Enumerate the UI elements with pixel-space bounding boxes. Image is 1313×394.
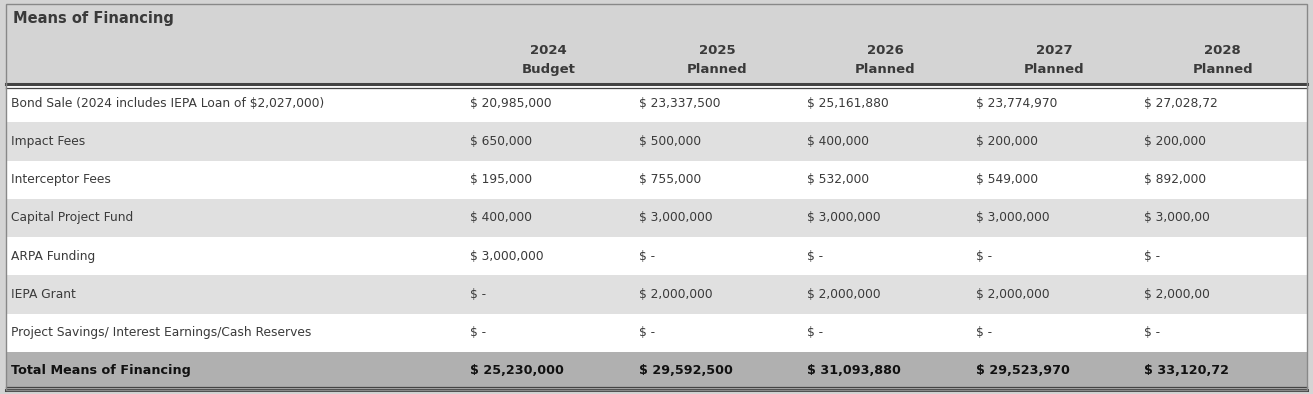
Text: $ -: $ - [807,250,823,263]
Text: $ 400,000: $ 400,000 [470,211,532,224]
Text: Planned: Planned [1024,63,1085,76]
Text: $ 549,000: $ 549,000 [976,173,1037,186]
Text: Project Savings/ Interest Earnings/Cash Reserves: Project Savings/ Interest Earnings/Cash … [11,326,311,339]
Text: $ -: $ - [638,326,655,339]
Text: $ 532,000: $ 532,000 [807,173,869,186]
Text: $ 755,000: $ 755,000 [638,173,701,186]
Text: Planned: Planned [855,63,915,76]
Text: $ 25,161,880: $ 25,161,880 [807,97,889,110]
Bar [7,84,1306,122]
Text: $ 400,000: $ 400,000 [807,135,869,148]
Text: $ -: $ - [807,326,823,339]
Text: $ -: $ - [1145,326,1161,339]
Bar [7,4,1306,32]
Text: $ 20,985,000: $ 20,985,000 [470,97,551,110]
Bar [7,352,1306,390]
Text: $ 2,000,000: $ 2,000,000 [638,288,712,301]
Text: Impact Fees: Impact Fees [11,135,85,148]
Bar [7,275,1306,314]
Text: $ 200,000: $ 200,000 [1145,135,1207,148]
Bar [7,237,1306,275]
Text: $ -: $ - [470,326,486,339]
Text: $ 25,230,000: $ 25,230,000 [470,364,563,377]
Text: 2026: 2026 [867,44,903,57]
Text: $ 33,120,72: $ 33,120,72 [1145,364,1229,377]
Bar [7,314,1306,352]
Text: $ 2,000,00: $ 2,000,00 [1145,288,1211,301]
Text: $ 2,000,000: $ 2,000,000 [807,288,881,301]
Text: $ -: $ - [976,250,991,263]
Text: $ -: $ - [976,326,991,339]
Text: $ 3,000,000: $ 3,000,000 [470,250,544,263]
Text: Bond Sale (2024 includes IEPA Loan of $2,027,000): Bond Sale (2024 includes IEPA Loan of $2… [11,97,324,110]
Text: $ 31,093,880: $ 31,093,880 [807,364,901,377]
Text: 2028: 2028 [1204,44,1241,57]
Text: Capital Project Fund: Capital Project Fund [11,211,133,224]
Text: ARPA Funding: ARPA Funding [11,250,96,263]
Text: $ 2,000,000: $ 2,000,000 [976,288,1049,301]
Text: 2027: 2027 [1036,44,1073,57]
Text: $ 23,337,500: $ 23,337,500 [638,97,720,110]
Text: $ 500,000: $ 500,000 [638,135,701,148]
Text: $ -: $ - [1145,250,1161,263]
Text: $ 195,000: $ 195,000 [470,173,532,186]
Text: $ 23,774,970: $ 23,774,970 [976,97,1057,110]
Text: $ 200,000: $ 200,000 [976,135,1037,148]
Text: $ 3,000,000: $ 3,000,000 [807,211,881,224]
Text: $ 3,000,00: $ 3,000,00 [1145,211,1211,224]
Bar [7,199,1306,237]
Text: $ 892,000: $ 892,000 [1145,173,1207,186]
Bar [7,122,1306,160]
Text: 2024: 2024 [530,44,567,57]
Text: Budget: Budget [521,63,575,76]
Text: $ 650,000: $ 650,000 [470,135,532,148]
Text: Total Means of Financing: Total Means of Financing [11,364,190,377]
Bar [7,160,1306,199]
Text: IEPA Grant: IEPA Grant [11,288,76,301]
Text: $ 29,592,500: $ 29,592,500 [638,364,733,377]
Text: $ 3,000,000: $ 3,000,000 [638,211,712,224]
Bar [7,32,1306,84]
Text: Means of Financing: Means of Financing [13,11,173,26]
Text: $ -: $ - [470,288,486,301]
Text: $ 3,000,000: $ 3,000,000 [976,211,1049,224]
Text: 2025: 2025 [699,44,735,57]
Text: $ 27,028,72: $ 27,028,72 [1145,97,1218,110]
Text: Planned: Planned [1192,63,1253,76]
Text: $ 29,523,970: $ 29,523,970 [976,364,1070,377]
Text: $ -: $ - [638,250,655,263]
Text: Planned: Planned [687,63,747,76]
Text: Interceptor Fees: Interceptor Fees [11,173,110,186]
